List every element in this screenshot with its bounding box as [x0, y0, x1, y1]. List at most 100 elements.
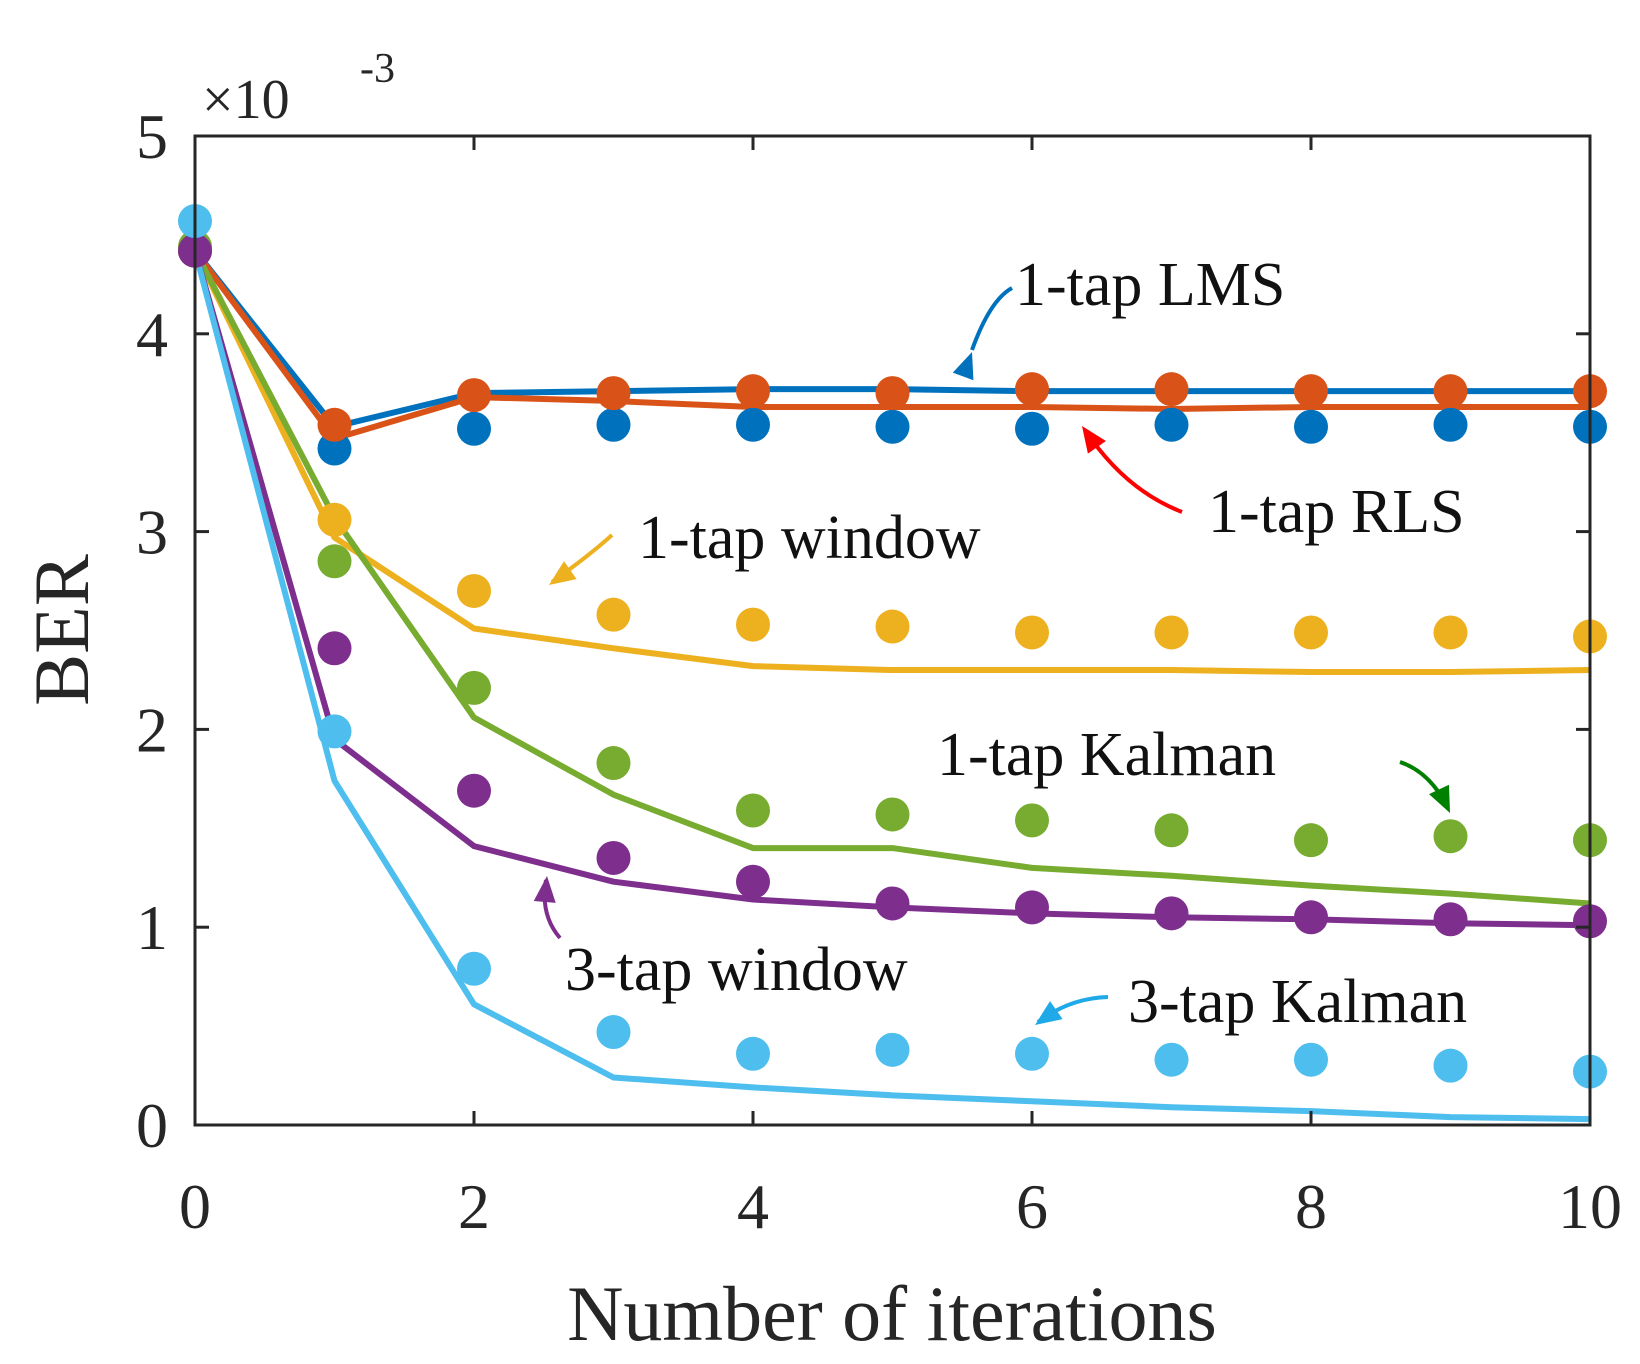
data-point-3-tap-kalman — [875, 1032, 910, 1067]
data-point-3-tap-kalman — [317, 714, 352, 749]
data-point-1-tap-lms — [875, 409, 910, 444]
y-tick-label: 0 — [136, 1090, 168, 1161]
data-point-3-tap-window — [736, 864, 770, 899]
data-point-1-tap-kalman — [457, 670, 491, 705]
annotation-1-tap-kalman: 1-tap Kalman — [937, 721, 1450, 813]
markers-1-tap-window — [178, 233, 1607, 654]
data-point-1-tap-window — [596, 597, 631, 632]
annotation-arrowhead-3-tap-window — [533, 876, 556, 903]
data-point-1-tap-rls — [457, 378, 491, 413]
annotation-arrowhead-1-tap-lms — [952, 352, 974, 381]
data-point-3-tap-window — [1433, 902, 1468, 937]
annotation-label-1-tap-rls: 1-tap RLS — [1208, 478, 1465, 546]
x-tick-label: 6 — [1016, 1171, 1048, 1242]
y-tick-label: 4 — [136, 299, 168, 370]
data-point-1-tap-kalman — [736, 793, 770, 828]
data-point-3-tap-window — [596, 840, 631, 875]
data-point-1-tap-rls — [1015, 372, 1049, 407]
axes-layer — [193, 134, 1592, 1127]
annotation-label-1-tap-kalman: 1-tap Kalman — [937, 721, 1276, 789]
series-line-1-tap-kalman — [192, 249, 1591, 907]
data-point-1-tap-kalman — [1433, 819, 1468, 854]
annotation-1-tap-lms: 1-tap LMS — [952, 251, 1285, 381]
data-point-1-tap-rls — [317, 407, 352, 442]
data-point-1-tap-lms — [1015, 411, 1049, 446]
data-point-1-tap-lms — [1433, 407, 1468, 442]
annotation-3-tap-kalman: 3-tap Kalman — [1035, 968, 1467, 1036]
annotation-label-1-tap-lms: 1-tap LMS — [1015, 251, 1285, 319]
series-3-tap-kalman — [192, 249, 1591, 1123]
annotation-label-1-tap-window: 1-tap window — [638, 504, 981, 572]
annotation-label-3-tap-window: 3-tap window — [565, 936, 908, 1004]
data-point-3-tap-window — [1015, 890, 1049, 925]
data-point-1-tap-kalman — [1154, 813, 1189, 848]
data-point-3-tap-kalman — [596, 1015, 631, 1050]
data-point-1-tap-kalman — [875, 797, 910, 832]
data-point-3-tap-kalman — [1433, 1048, 1468, 1083]
annotation-arrowhead-1-tap-rls — [1082, 426, 1106, 454]
data-point-1-tap-kalman — [1294, 823, 1328, 858]
x-tick-label: 2 — [458, 1171, 490, 1242]
x-tick-label: 4 — [737, 1171, 769, 1242]
data-point-3-tap-window — [317, 631, 352, 666]
data-point-1-tap-window — [875, 609, 910, 644]
data-point-1-tap-kalman — [1015, 803, 1049, 838]
data-point-1-tap-lms — [1294, 409, 1328, 444]
data-point-1-tap-window — [317, 502, 352, 537]
annotation-arrowhead-3-tap-kalman — [1035, 1001, 1063, 1025]
annotation-label-3-tap-kalman: 3-tap Kalman — [1128, 968, 1467, 1036]
y-tick-label: 3 — [136, 497, 168, 568]
data-point-1-tap-lms — [736, 407, 770, 442]
data-point-1-tap-lms — [1154, 407, 1189, 442]
data-point-1-tap-rls — [875, 376, 910, 411]
y-axis-label: BER — [18, 554, 105, 706]
data-point-3-tap-window — [457, 773, 491, 808]
data-point-3-tap-kalman — [1015, 1036, 1049, 1071]
annotation-arrowhead-1-tap-kalman — [1429, 784, 1450, 813]
markers-3-tap-kalman — [178, 204, 1607, 1089]
y-multiplier-exponent: -3 — [360, 46, 395, 92]
data-point-3-tap-kalman — [457, 951, 491, 986]
data-point-1-tap-kalman — [317, 544, 352, 579]
data-point-3-tap-kalman — [1154, 1042, 1189, 1077]
series-1-tap-window — [192, 249, 1591, 676]
x-tick-label: 0 — [179, 1171, 211, 1242]
data-point-1-tap-lms — [457, 411, 491, 446]
data-point-1-tap-rls — [596, 376, 631, 411]
annotation-1-tap-window: 1-tap window — [549, 504, 981, 585]
data-point-1-tap-window — [736, 607, 770, 642]
data-point-1-tap-rls — [1433, 374, 1468, 409]
data-point-1-tap-lms — [596, 407, 631, 442]
x-axis-label: Number of iterations — [567, 1270, 1217, 1357]
annotation-arrowhead-1-tap-window — [549, 561, 577, 585]
series-1-tap-kalman — [192, 249, 1591, 907]
data-point-1-tap-lms — [317, 431, 352, 466]
data-point-3-tap-window — [875, 886, 910, 921]
x-tick-label: 10 — [1558, 1171, 1622, 1242]
series-line-1-tap-window — [192, 249, 1591, 676]
data-point-3-tap-window — [1154, 896, 1189, 931]
data-point-3-tap-kalman — [1294, 1042, 1328, 1077]
data-point-1-tap-rls — [1294, 374, 1328, 409]
data-point-1-tap-window — [1433, 615, 1468, 650]
data-point-1-tap-window — [1294, 615, 1328, 650]
y-multiplier-label: ×10 — [202, 69, 290, 131]
data-point-1-tap-window — [457, 573, 491, 608]
ticks-layer: 0 2 4 6 8 10 0 1 2 3 4 5 — [136, 101, 1622, 1242]
annotation-1-tap-rls: 1-tap RLS — [1082, 426, 1465, 546]
data-point-3-tap-kalman — [736, 1036, 770, 1071]
y-tick-label: 5 — [136, 101, 168, 172]
data-point-1-tap-rls — [1154, 372, 1189, 407]
data-point-3-tap-window — [1294, 900, 1328, 935]
plot-frame — [193, 134, 1592, 1127]
annotation-3-tap-window: 3-tap window — [533, 876, 908, 1004]
annotation-layer: 1-tap LMS 1-tap RLS 1-tap window 1-tap Kalm… — [533, 251, 1467, 1036]
data-point-1-tap-window — [1154, 615, 1189, 650]
series-line-3-tap-kalman — [192, 249, 1591, 1123]
data-point-1-tap-rls — [736, 374, 770, 409]
data-point-1-tap-window — [1015, 615, 1049, 650]
data-point-1-tap-kalman — [596, 746, 631, 781]
x-tick-label: 8 — [1295, 1171, 1327, 1242]
